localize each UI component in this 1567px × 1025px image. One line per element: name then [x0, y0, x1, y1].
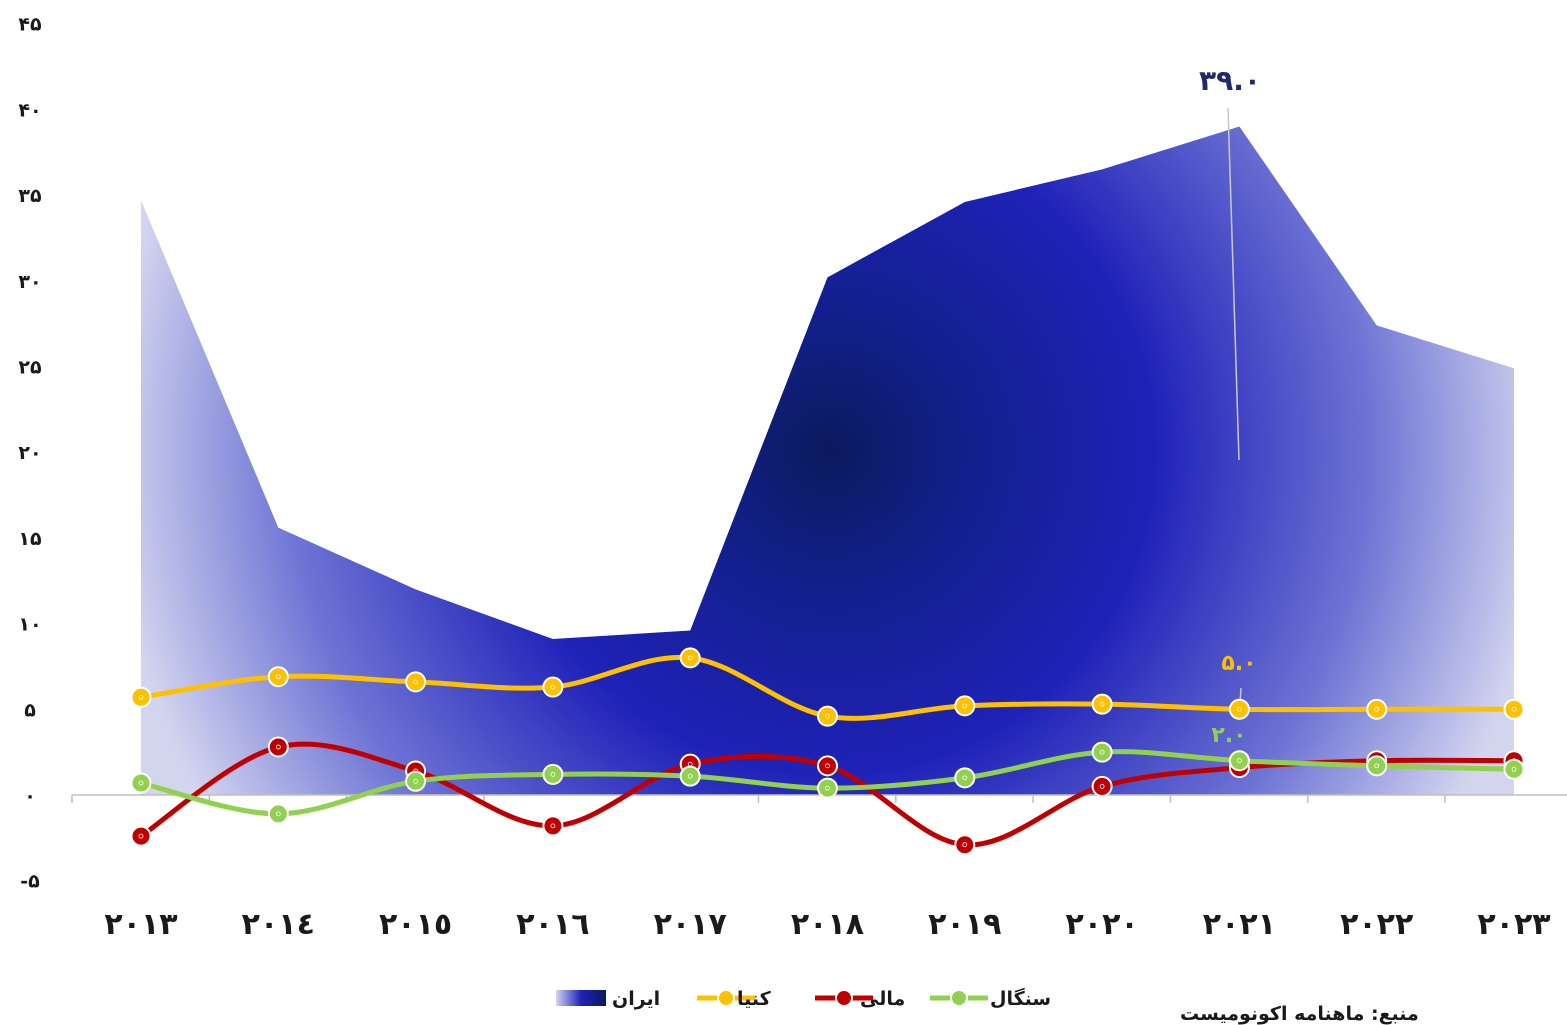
y-tick-label: ۱۰	[18, 614, 41, 636]
series-marker-center	[1237, 706, 1242, 712]
series-marker-center	[962, 703, 968, 709]
series-marker-center	[687, 655, 693, 661]
y-tick-label: ۵	[24, 699, 36, 721]
y-tick-label: -۵	[20, 871, 40, 893]
y-tick-label: ۴۰	[18, 99, 41, 121]
data-label: ۳۹.۰	[1199, 64, 1261, 97]
x-tick-label: ۲۰۱۷	[654, 907, 727, 942]
series-marker-center	[1511, 766, 1517, 772]
series-marker-center	[825, 763, 830, 769]
x-tick-label: ۲۰۱۹	[928, 907, 1001, 942]
y-tick-label: ۰	[24, 785, 36, 807]
legend: ایران کنیا مالی سنگال	[556, 987, 1051, 1010]
data-label: ۵.۰	[1221, 651, 1256, 676]
legend-label: مالی	[860, 988, 905, 1010]
legend-swatch-marker	[835, 989, 853, 1007]
series-marker-center	[550, 772, 556, 777]
legend-label: ایران	[612, 988, 660, 1010]
area-series-iran	[141, 126, 1514, 796]
y-tick-label: ۲۵	[18, 357, 42, 379]
source-footnote: منبع: ماهنامه اکونومیست	[1180, 1003, 1419, 1025]
series-marker-center	[1237, 758, 1242, 764]
series-marker-center	[413, 679, 419, 685]
x-tick-label: ۲۰۱۸	[791, 907, 864, 942]
x-tick-label: ۲۰۲۱	[1203, 907, 1276, 942]
series-marker-center	[550, 684, 556, 690]
series-marker-center	[825, 785, 830, 791]
series-marker-center	[1374, 763, 1380, 769]
x-tick-label: ۲۰۲۰	[1065, 907, 1138, 942]
x-tick-label: ۲۰۱٥	[379, 907, 452, 942]
series-marker-center	[962, 842, 968, 848]
series-marker-center	[275, 674, 281, 680]
data-label: ۲.۰	[1211, 723, 1246, 748]
area-layer	[141, 126, 1514, 796]
legend-label: سنگال	[990, 987, 1051, 1010]
x-tick-label: ۲۰۲۲	[1340, 907, 1413, 942]
legend-swatch-marker	[950, 989, 968, 1007]
x-tick-label: ۲۰۱۳	[104, 907, 177, 942]
legend-swatch-iran	[556, 990, 606, 1006]
series-marker-center	[138, 694, 144, 700]
series-marker-center	[1511, 706, 1517, 712]
series-marker-center	[687, 773, 693, 779]
legend-swatch-marker	[717, 989, 735, 1007]
y-tick-label: ۱۵	[18, 528, 42, 550]
y-tick-label: ۳۵	[18, 185, 42, 207]
x-tick-label: ۲۰۱٤	[242, 907, 315, 942]
series-marker-center	[550, 823, 556, 829]
x-tick-label: ۲۰۱٦	[516, 907, 589, 942]
series-marker-center	[687, 761, 693, 767]
series-marker-center	[1099, 701, 1105, 707]
y-tick-label: ۴۵	[18, 14, 42, 36]
series-marker-center	[1099, 749, 1105, 755]
legend-label: کنیا	[737, 988, 772, 1010]
y-tick-label: ۲۰	[18, 442, 41, 464]
series-marker-center	[825, 713, 830, 719]
line-layer	[130, 647, 1525, 856]
series-marker-center	[413, 778, 419, 784]
series-marker-center	[1099, 784, 1105, 789]
x-tick-label: ۲۰۲۳	[1477, 907, 1550, 942]
series-marker-center	[962, 775, 968, 781]
series-marker-center	[275, 744, 281, 750]
axis-layer: -۵ ۰ ۵ ۱۰ ۱۵ ۲۰ ۲۵ ۳۰ ۳۵ ۴۰ ۴۵ ۲۰۱۳ ۲۰۱٤ ۲۰۱٥ ۲۰۱٦ ۲۰۱۷…	[18, 14, 1567, 942]
y-tick-label: ۳۰	[18, 271, 41, 293]
data-label-leader-line	[1227, 107, 1240, 461]
series-marker-center	[138, 833, 144, 839]
series-marker-center	[1374, 706, 1380, 712]
data-label-layer: ۳۹.۰ ۵.۰ ۲.۰	[1199, 64, 1261, 748]
series-marker-center	[275, 811, 281, 817]
series-marker-center	[138, 780, 144, 786]
